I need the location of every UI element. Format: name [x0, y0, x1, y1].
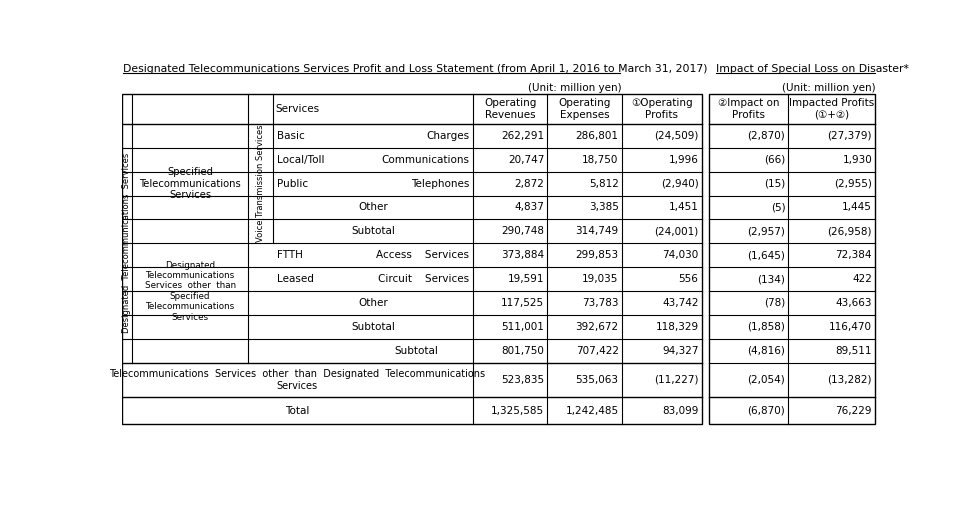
Text: (13,282): (13,282): [828, 375, 872, 385]
Text: 118,329: 118,329: [655, 322, 698, 332]
Text: 43,742: 43,742: [662, 298, 698, 308]
Text: Operating
Expenses: Operating Expenses: [559, 98, 610, 120]
Text: 314,749: 314,749: [575, 226, 619, 236]
Text: Communications: Communications: [381, 155, 469, 165]
Text: (1,645): (1,645): [748, 250, 785, 260]
Text: 4,837: 4,837: [515, 203, 544, 213]
Text: (78): (78): [764, 298, 785, 308]
Text: Voice Transmission Services: Voice Transmission Services: [256, 125, 265, 242]
Text: 422: 422: [852, 274, 872, 284]
Text: 1,996: 1,996: [669, 155, 698, 165]
Bar: [709, 94, 876, 424]
Text: (27,379): (27,379): [828, 131, 872, 141]
Text: 1,451: 1,451: [669, 203, 698, 213]
Text: (4,816): (4,816): [748, 346, 785, 356]
Text: Subtotal: Subtotal: [395, 346, 439, 356]
Text: Access    Services: Access Services: [376, 250, 469, 260]
Text: Telecommunications  Services  other  than  Designated  Telecommunications
Servic: Telecommunications Services other than D…: [109, 369, 486, 391]
Text: 511,001: 511,001: [501, 322, 544, 332]
Text: Operating
Revenues: Operating Revenues: [484, 98, 536, 120]
Text: 76,229: 76,229: [836, 406, 872, 416]
Text: Other: Other: [358, 203, 388, 213]
Text: 94,327: 94,327: [662, 346, 698, 356]
Bar: [122, 94, 702, 424]
Text: (134): (134): [758, 274, 785, 284]
Text: Other: Other: [358, 298, 388, 308]
Text: 2,872: 2,872: [515, 179, 544, 189]
Text: 19,591: 19,591: [508, 274, 544, 284]
Text: Total: Total: [286, 406, 310, 416]
Text: FTTH: FTTH: [277, 250, 303, 260]
Text: Basic: Basic: [277, 131, 304, 141]
Text: (2,955): (2,955): [835, 179, 872, 189]
Text: ②Impact on
Profits: ②Impact on Profits: [718, 98, 779, 120]
Text: (Unit: million yen): (Unit: million yen): [782, 83, 876, 93]
Text: (5): (5): [770, 203, 785, 213]
Text: (11,227): (11,227): [654, 375, 698, 385]
Text: Charges: Charges: [426, 131, 469, 141]
Text: 535,063: 535,063: [575, 375, 619, 385]
Text: (24,509): (24,509): [654, 131, 698, 141]
Text: 1,325,585: 1,325,585: [491, 406, 544, 416]
Text: 1,445: 1,445: [842, 203, 872, 213]
Text: 286,801: 286,801: [575, 131, 619, 141]
Text: Designated  Telecommunications  Services: Designated Telecommunications Services: [123, 153, 132, 333]
Text: Circuit    Services: Circuit Services: [378, 274, 469, 284]
Text: Subtotal: Subtotal: [351, 226, 395, 236]
Text: 523,835: 523,835: [501, 375, 544, 385]
Text: (2,870): (2,870): [748, 131, 785, 141]
Text: 72,384: 72,384: [836, 250, 872, 260]
Text: 83,099: 83,099: [662, 406, 698, 416]
Text: (66): (66): [764, 155, 785, 165]
Text: (2,940): (2,940): [661, 179, 698, 189]
Text: 707,422: 707,422: [575, 346, 619, 356]
Text: 392,672: 392,672: [575, 322, 619, 332]
Text: Services: Services: [275, 104, 320, 114]
Text: (15): (15): [764, 179, 785, 189]
Text: Designated
Telecommunications
Services  other  than
Specified
Telecommunications: Designated Telecommunications Services o…: [144, 260, 236, 321]
Text: Impact of Special Loss on Disaster*: Impact of Special Loss on Disaster*: [716, 64, 909, 74]
Text: 1,930: 1,930: [842, 155, 872, 165]
Text: 89,511: 89,511: [836, 346, 872, 356]
Text: (6,870): (6,870): [748, 406, 785, 416]
Text: Impacted Profits
(①+②): Impacted Profits (①+②): [789, 98, 875, 120]
Text: 801,750: 801,750: [501, 346, 544, 356]
Text: Local/Toll: Local/Toll: [277, 155, 325, 165]
Text: Subtotal: Subtotal: [351, 322, 395, 332]
Text: (2,957): (2,957): [748, 226, 785, 236]
Text: 299,853: 299,853: [575, 250, 619, 260]
Text: 556: 556: [679, 274, 698, 284]
Text: (Unit: million yen): (Unit: million yen): [528, 83, 622, 93]
Text: Designated Telecommunications Services Profit and Loss Statement (from April 1, : Designated Telecommunications Services P…: [124, 64, 708, 74]
Text: 3,385: 3,385: [589, 203, 619, 213]
Text: 116,470: 116,470: [829, 322, 872, 332]
Text: (26,958): (26,958): [828, 226, 872, 236]
Text: 373,884: 373,884: [501, 250, 544, 260]
Text: 20,747: 20,747: [508, 155, 544, 165]
Text: 117,525: 117,525: [501, 298, 544, 308]
Text: (24,001): (24,001): [654, 226, 698, 236]
Text: 19,035: 19,035: [582, 274, 619, 284]
Text: 290,748: 290,748: [501, 226, 544, 236]
Text: (1,858): (1,858): [748, 322, 785, 332]
Text: 18,750: 18,750: [582, 155, 619, 165]
Text: ①Operating
Profits: ①Operating Profits: [631, 98, 692, 120]
Text: 1,242,485: 1,242,485: [566, 406, 619, 416]
Text: Telephones: Telephones: [410, 179, 469, 189]
Text: 74,030: 74,030: [662, 250, 698, 260]
Text: 5,812: 5,812: [589, 179, 619, 189]
Text: 262,291: 262,291: [501, 131, 544, 141]
Text: 73,783: 73,783: [582, 298, 619, 308]
Text: 43,663: 43,663: [836, 298, 872, 308]
Text: (2,054): (2,054): [748, 375, 785, 385]
Text: Public: Public: [277, 179, 308, 189]
Text: Specified
Telecommunications
Services: Specified Telecommunications Services: [139, 167, 241, 200]
Text: Leased: Leased: [277, 274, 314, 284]
